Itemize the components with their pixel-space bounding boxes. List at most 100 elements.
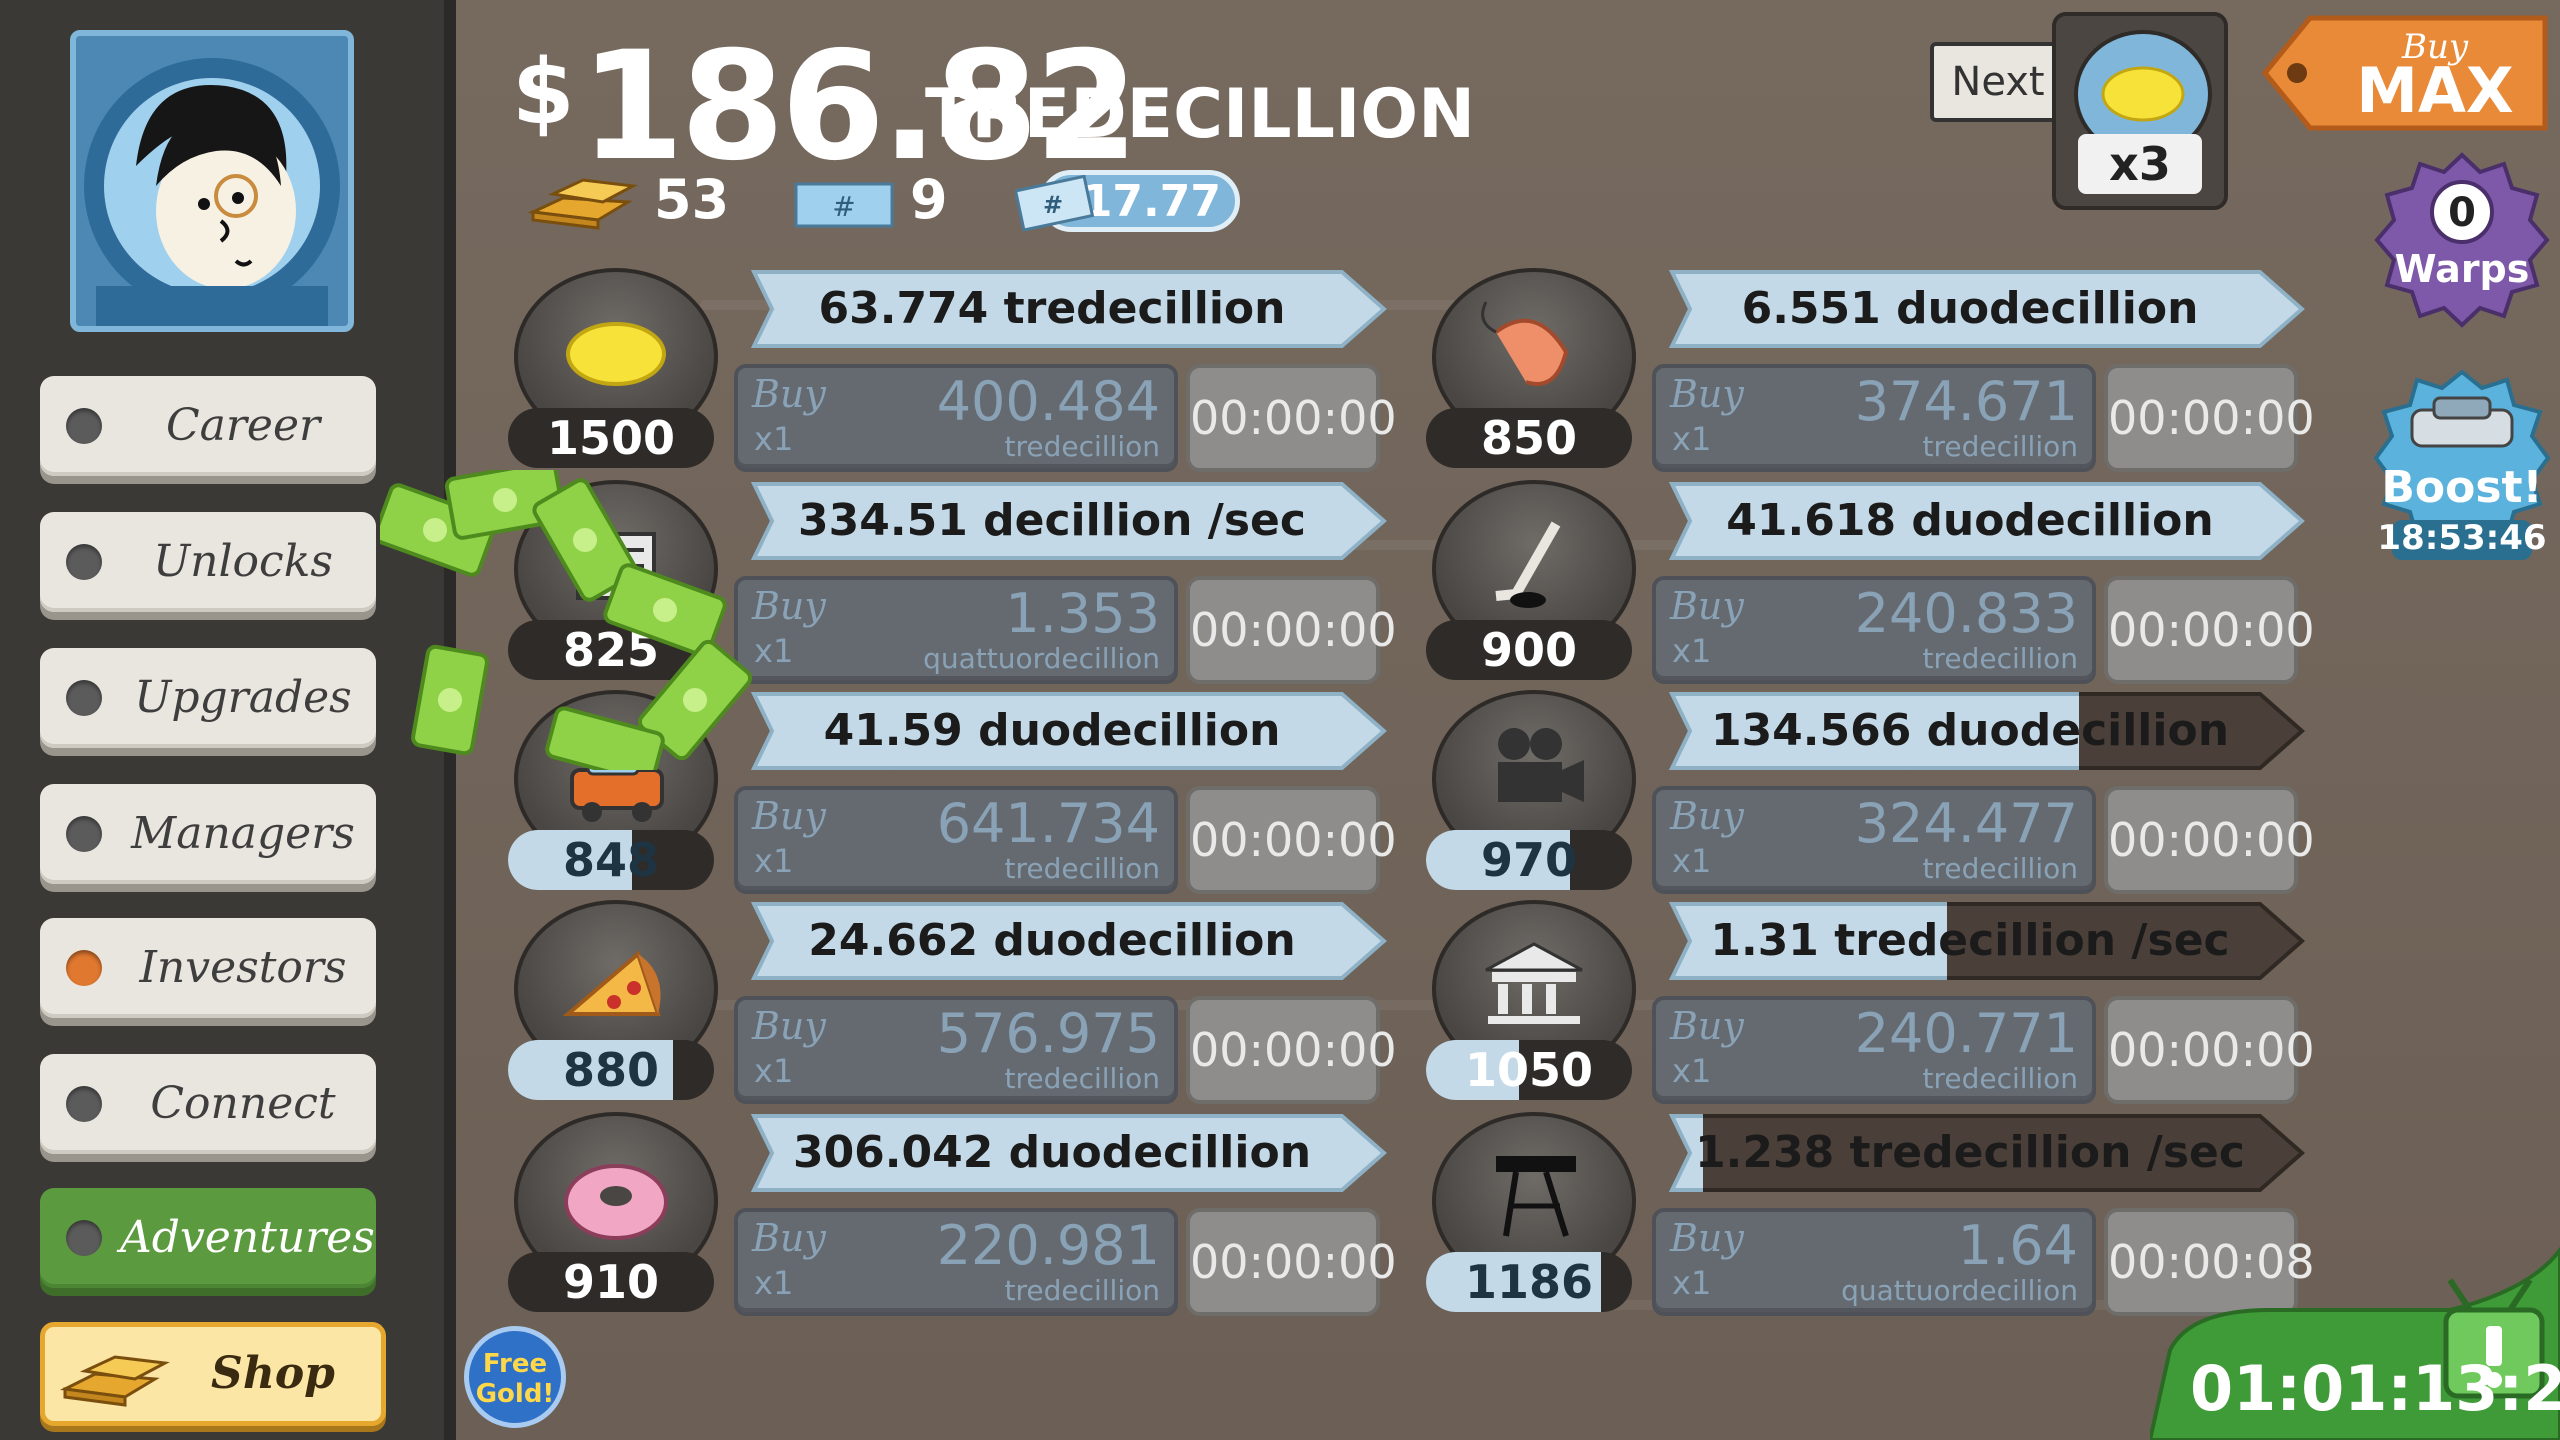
sidebar-item-label: Managers xyxy=(131,808,355,859)
level-count: 880 xyxy=(562,1043,660,1097)
buy-button[interactable]: Buy x1 374.671 tredecillion xyxy=(1652,364,2096,472)
movie-camera-icon xyxy=(1498,728,1584,802)
event-timer: 01:01:13:2 xyxy=(2190,1352,2560,1425)
free-gold-button[interactable]: Free Gold! xyxy=(464,1326,566,1428)
revenue-progress-bar[interactable]: 334.51 decillion /sec xyxy=(732,480,1392,562)
revenue-progress-bar[interactable]: 1.238 tredecillion /sec xyxy=(1650,1112,2310,1194)
cycle-timer: 00:00:00 xyxy=(1186,1208,1397,1316)
warps-button[interactable]: 0 Warps xyxy=(2372,150,2552,330)
event-timer-panel[interactable]: 01:01:13:2 xyxy=(2147,1230,2560,1440)
level-badge: 970 xyxy=(1426,830,1632,890)
cycle-timer: 00:00:08 xyxy=(2104,1208,2315,1316)
sidebar-item-career[interactable]: Career xyxy=(40,376,376,476)
progress-arrow-shape xyxy=(750,482,1388,560)
level-count: 848 xyxy=(562,833,660,887)
buy-cost-unit: tredecillion xyxy=(1922,1062,2079,1095)
buy-label: Buy xyxy=(1670,794,1744,838)
level-count: 1186 xyxy=(1464,1255,1594,1309)
buy-button[interactable]: Buy x1 240.833 tredecillion xyxy=(1652,576,2096,684)
progress-arrow-shape xyxy=(1668,270,2306,348)
sidebar-item-label: Connect xyxy=(150,1078,336,1129)
revenue-progress-bar[interactable]: 41.618 duodecillion /sec xyxy=(1650,480,2310,628)
revenue-progress-bar[interactable]: 63.774 tredecillion /sec xyxy=(732,268,1392,416)
level-badge: 825 xyxy=(508,620,714,680)
progress-arrow-shape xyxy=(750,692,1388,770)
status-dot-icon xyxy=(66,544,102,580)
revenue-progress-bar[interactable]: 24.662 duodecillion /sec xyxy=(732,900,1392,1048)
revenue-progress-bar[interactable]: 306.042 duodecillion /sec xyxy=(732,1112,1392,1260)
buy-button[interactable]: Buy x1 1.353 quattuordecillion xyxy=(734,576,1178,684)
revenue-rate-label: 63.774 tredecillion /sec xyxy=(818,283,1286,416)
business-icon-button[interactable]: 880 xyxy=(508,900,718,1100)
business-icon-button[interactable]: 910 xyxy=(508,1112,718,1312)
sidebar-item-managers[interactable]: Managers xyxy=(40,784,376,884)
svg-text:#: # xyxy=(1043,191,1063,219)
buy-label: Buy xyxy=(1670,584,1744,628)
sidebar-item-label: Career xyxy=(165,400,321,451)
gold-bars-icon xyxy=(528,178,638,230)
buy-button[interactable]: Buy x1 400.484 tredecillion xyxy=(734,364,1178,472)
buy-label: Buy xyxy=(1670,1216,1744,1260)
revenue-rate-label: 134.566 duodecillion /sec xyxy=(1710,705,2230,838)
buy-quantity: x1 xyxy=(1672,632,1712,670)
next-unlock-count: x3 xyxy=(2078,134,2202,194)
buy-button[interactable]: Buy x1 641.734 tredecillion xyxy=(734,786,1178,894)
status-dot-icon xyxy=(66,408,102,444)
sidebar-item-adventures[interactable]: Adventures xyxy=(40,1188,376,1288)
notification-dot-icon xyxy=(66,950,102,986)
donut-icon xyxy=(564,1164,668,1240)
boost-timer: 18:53:46 xyxy=(2377,518,2547,558)
warps-label: Warps xyxy=(2395,247,2530,291)
angel-multiplier-badge[interactable]: # x17.77 xyxy=(1015,170,1240,232)
level-badge: 848 xyxy=(508,830,714,890)
revenue-progress-bar[interactable]: 6.551 duodecillion /sec xyxy=(1650,268,2310,416)
business-icon-button[interactable]: 850 xyxy=(1426,268,1636,468)
business-icon-button[interactable]: 825 xyxy=(508,480,718,680)
next-button[interactable]: Next xyxy=(1930,42,2066,122)
level-badge: 910 xyxy=(508,1252,714,1312)
level-count: 900 xyxy=(1480,623,1578,677)
progress-arrow-shape xyxy=(750,1114,1388,1192)
sidebar-item-unlocks[interactable]: Unlocks xyxy=(40,512,376,612)
buy-cost-unit: tredecillion xyxy=(1004,1062,1161,1095)
buy-cost: 1.64 xyxy=(1957,1214,2078,1277)
sidebar-item-connect[interactable]: Connect xyxy=(40,1054,376,1154)
buy-button[interactable]: Buy x1 576.975 tredecillion xyxy=(734,996,1178,1104)
buy-button[interactable]: Buy x1 220.981 tredecillion xyxy=(734,1208,1178,1316)
revenue-progress-bar[interactable]: 1.31 tredecillion /sec xyxy=(1650,900,2310,982)
buy-button[interactable]: Buy x1 324.477 tredecillion xyxy=(1652,786,2096,894)
buy-quantity: x1 xyxy=(1672,842,1712,880)
level-badge: 850 xyxy=(1426,408,1632,468)
business-icon-button[interactable]: 970 xyxy=(1426,690,1636,890)
boost-button[interactable]: Boost! 18:53:46 xyxy=(2372,369,2552,560)
lemon-icon xyxy=(2101,66,2185,122)
boost-label: Boost! xyxy=(2381,462,2543,513)
cycle-timer: 00:00:00 xyxy=(2104,364,2315,472)
gold-bars-icon xyxy=(59,1355,170,1407)
buy-label: Buy xyxy=(752,584,826,628)
business-icon-button[interactable]: 1500 xyxy=(508,268,718,468)
next-unlock-panel[interactable]: x3 xyxy=(2052,12,2228,210)
buy-button[interactable]: Buy x1 240.771 tredecillion xyxy=(1652,996,2096,1104)
cycle-timer: 00:00:00 xyxy=(1186,364,1397,472)
revenue-rate-label: 6.551 duodecillion /sec xyxy=(1741,283,2199,416)
buy-max-button[interactable]: Buy MAX xyxy=(2255,8,2555,138)
progress-arrow-shape xyxy=(1668,1114,2306,1192)
buy-button[interactable]: Buy x1 1.64 quattuordecillion xyxy=(1652,1208,2096,1316)
status-dot-icon xyxy=(66,680,102,716)
cycle-timer: 00:00:00 xyxy=(1186,996,1397,1104)
business-icon-button[interactable]: 900 xyxy=(1426,480,1636,680)
buy-quantity: x1 xyxy=(754,632,794,670)
business-icon-button[interactable]: 1050 xyxy=(1426,900,1636,1100)
sidebar-item-upgrades[interactable]: Upgrades xyxy=(40,648,376,748)
level-progress-fill xyxy=(1426,830,1571,890)
revenue-progress-bar[interactable]: 134.566 duodecillion /sec xyxy=(1650,690,2310,838)
buy-label: Buy xyxy=(752,794,826,838)
business-icon-button[interactable]: 848 xyxy=(508,690,718,890)
revenue-progress-bar[interactable]: 41.59 duodecillion /sec xyxy=(732,690,1392,838)
avatar[interactable] xyxy=(70,30,354,332)
business-icon-button[interactable]: 1186 xyxy=(1426,1112,1636,1312)
sidebar-item-shop[interactable]: Shop xyxy=(40,1322,386,1426)
sidebar-item-investors[interactable]: Investors xyxy=(40,918,376,1018)
revenue-rate-label: 306.042 duodecillion /sec xyxy=(792,1127,1312,1260)
